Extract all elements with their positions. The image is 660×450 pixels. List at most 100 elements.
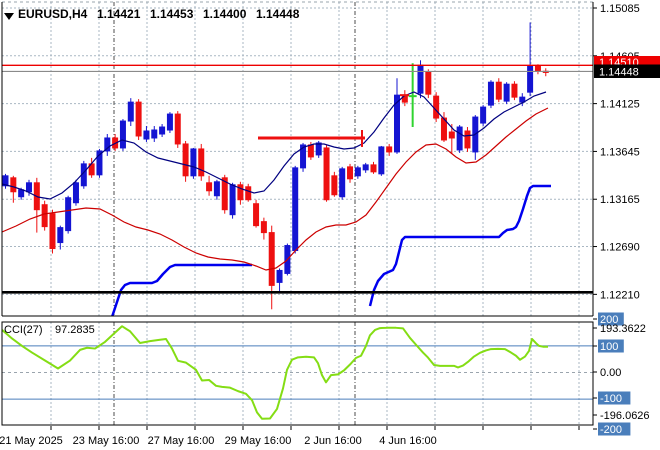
cci-level-label-bg	[598, 339, 624, 353]
bear-candle	[511, 83, 518, 98]
bear-candle	[49, 213, 56, 250]
bull-candle	[503, 83, 510, 102]
time-axis-label: 21 May 2025	[0, 435, 63, 447]
price-axis[interactable]	[594, 80, 660, 310]
bear-candle	[135, 101, 142, 137]
bull-candle	[65, 197, 72, 232]
bear-candle	[174, 113, 181, 145]
bear-candle	[331, 175, 338, 196]
bear-candle	[182, 143, 189, 177]
bear-candle	[347, 166, 354, 180]
cci-indicator-name: CCI(27)	[4, 324, 43, 336]
bear-candle	[253, 203, 260, 227]
axes-layer: 1.150851.146051.141251.136451.131651.126…	[0, 3, 650, 447]
ohlc-open: 1.14421	[97, 7, 141, 21]
bull-candle	[57, 227, 64, 244]
bear-candle	[268, 232, 275, 286]
bull-candle	[2, 175, 9, 187]
bull-candle	[456, 126, 463, 151]
bull-candle	[25, 182, 32, 193]
bear-candle	[245, 186, 252, 201]
cci-line	[2, 325, 548, 420]
chart-title-symbol: EURUSD,H4	[18, 7, 88, 21]
ohlc-low: 1.14400	[203, 7, 247, 21]
grid-layer	[2, 2, 593, 425]
price-tick-label: 1.13165	[600, 194, 640, 206]
bear-candle	[440, 117, 447, 141]
bull-candle	[339, 168, 346, 198]
bull-candle	[119, 120, 126, 149]
bear-candle	[448, 131, 455, 139]
bear-candle	[198, 148, 205, 177]
cci-axis-label: 193.3622	[600, 323, 646, 335]
price-tick-label: 1.13645	[600, 146, 640, 158]
bear-candle	[237, 184, 244, 201]
bull-candle	[72, 182, 79, 204]
bull-candle	[276, 269, 283, 283]
cci-axis-label: -200	[600, 424, 622, 436]
cci-panel-border	[1, 321, 594, 426]
cci-plot-area[interactable]	[2, 322, 593, 425]
bear-candle	[10, 177, 17, 193]
symbol-dropdown-icon[interactable]	[4, 13, 14, 20]
trailing-stop-line	[368, 184, 551, 307]
bull-candle	[527, 65, 534, 93]
price-tick-label: 1.15085	[600, 3, 640, 15]
bull-candle	[487, 81, 494, 106]
cci-level-label-bg	[598, 312, 624, 326]
ma-fast	[2, 91, 547, 200]
trailing-stop-lines	[111, 184, 551, 316]
bull-candle	[151, 129, 158, 139]
time-axis-label: 4 Jun 16:00	[379, 435, 437, 447]
bull-candle	[143, 130, 150, 140]
bull-candle	[159, 126, 166, 135]
bull-candle	[354, 167, 361, 177]
ohlc-close: 1.14448	[256, 7, 300, 21]
bear-candle	[206, 182, 213, 192]
cci-axis-label: -196.0626	[600, 410, 650, 422]
bull-candle	[127, 101, 134, 122]
time-axis[interactable]	[2, 434, 593, 450]
bear-candle	[425, 71, 432, 95]
time-axis-label: 23 May 16:00	[73, 435, 140, 447]
time-axis-label: 29 May 16:00	[225, 435, 292, 447]
price-tick-label: 1.12210	[600, 289, 640, 301]
signal-bar	[408, 63, 417, 128]
bull-candle	[213, 181, 220, 197]
cci-axis-label: 200	[600, 314, 618, 326]
price-tick-label: 1.14125	[600, 99, 640, 111]
time-axis-label: 2 Jun 16:00	[304, 435, 362, 447]
moving-averages-layer	[2, 91, 549, 271]
bull-candle	[519, 96, 526, 103]
bull-candle	[166, 113, 173, 131]
cci-axis-label: 100	[600, 341, 618, 353]
cci-layer	[2, 325, 593, 420]
bid-price-text: 1.14448	[599, 67, 639, 79]
bear-candle	[464, 130, 471, 149]
ma-slow	[2, 107, 549, 271]
bear-candle	[370, 164, 377, 173]
ohlc-high: 1.14453	[150, 7, 194, 21]
bear-candle	[386, 146, 393, 153]
bull-candle	[394, 94, 400, 153]
bull-candle	[104, 137, 111, 152]
cci-axis-label: 0.00	[600, 367, 621, 379]
bear-candle	[221, 177, 228, 211]
bull-candle	[190, 148, 197, 177]
cci-level-label-bg	[598, 391, 631, 405]
cci-indicator-value: 97.2835	[55, 324, 95, 336]
bull-candle	[480, 106, 487, 124]
price-tick-label: 1.12690	[600, 242, 640, 254]
cci-axis-label: -100	[600, 393, 622, 405]
horizontal-lines-layer	[2, 64, 593, 294]
bear-candle	[41, 204, 48, 228]
bear-candle	[495, 81, 502, 100]
cci-level-label-bg	[598, 422, 631, 436]
bear-candle	[323, 147, 330, 201]
bull-candle	[378, 146, 385, 175]
bear-candle	[260, 221, 267, 234]
main-chart-plot-area[interactable]	[2, 2, 593, 316]
bull-candle	[315, 142, 322, 156]
